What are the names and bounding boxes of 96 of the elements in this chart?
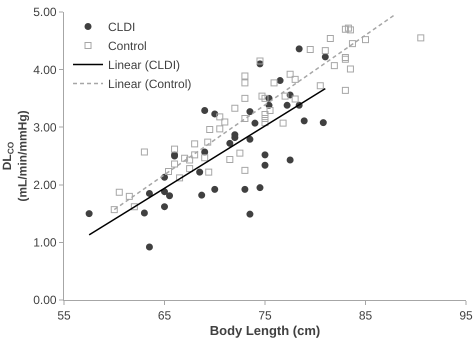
point (342, 56, 349, 63)
point (126, 192, 133, 200)
point (186, 156, 194, 164)
point (246, 108, 254, 116)
point (110, 206, 118, 214)
x-tick-label: 65 (158, 308, 172, 322)
point (236, 150, 244, 157)
legend-label: Linear (Control) (108, 77, 192, 92)
point (216, 125, 224, 132)
point (342, 86, 349, 94)
point (282, 92, 289, 100)
point (316, 82, 324, 90)
point (216, 113, 224, 120)
point (241, 186, 248, 193)
point (322, 47, 329, 54)
y-tick-label: 1.00 (33, 236, 57, 250)
point (266, 107, 274, 114)
y-tick-label: 3.00 (33, 120, 57, 134)
x-tick-label: 85 (358, 308, 372, 322)
y-tick-label: 2.00 (33, 178, 57, 192)
point (362, 36, 369, 44)
point (241, 166, 248, 174)
y-tick-label: 5.00 (33, 5, 57, 20)
point (205, 168, 212, 176)
point (231, 104, 238, 112)
point (186, 165, 194, 172)
point (292, 76, 299, 83)
legend-label: CLDI (108, 20, 136, 34)
point (256, 184, 264, 192)
point (140, 210, 148, 217)
y-tick-label: 0.00 (33, 293, 57, 308)
point (262, 94, 268, 102)
point (280, 120, 287, 127)
point (258, 92, 266, 100)
point (198, 192, 206, 199)
point (171, 146, 178, 153)
point (130, 203, 138, 210)
point (296, 45, 303, 52)
point (286, 70, 294, 78)
point (241, 115, 248, 122)
point (417, 34, 424, 42)
y-tick-label: 4.00 (33, 62, 57, 77)
point (251, 120, 258, 127)
point (344, 24, 352, 32)
x-tick-label: 95 (459, 308, 473, 322)
point (166, 192, 174, 200)
point (322, 53, 329, 60)
point (246, 210, 254, 218)
point (286, 156, 294, 164)
point (241, 79, 248, 86)
point (206, 126, 214, 133)
point (211, 186, 218, 193)
point (330, 62, 338, 70)
x-axis-title: Body Length (cm) (210, 323, 320, 338)
point (262, 162, 268, 169)
point (276, 77, 284, 84)
legend-label: Control (108, 39, 147, 54)
point (171, 160, 178, 168)
point (300, 117, 308, 124)
point (256, 57, 264, 64)
legend-label: Linear (CLDI) (108, 58, 180, 72)
point (346, 66, 354, 73)
point (326, 35, 334, 42)
point (191, 140, 198, 148)
point (201, 154, 208, 162)
point (226, 140, 234, 147)
point (196, 168, 204, 176)
point (241, 94, 248, 102)
point (116, 188, 123, 196)
point (161, 203, 168, 210)
point (246, 136, 254, 143)
point (270, 79, 278, 86)
point (140, 148, 148, 156)
point (204, 138, 212, 146)
point (146, 190, 153, 197)
point (146, 244, 153, 251)
point (342, 54, 349, 61)
point (320, 119, 327, 126)
point (191, 151, 198, 158)
point (226, 156, 234, 163)
point (306, 46, 314, 53)
point (221, 118, 228, 126)
point (262, 151, 268, 158)
point (284, 102, 291, 109)
point (165, 168, 172, 176)
point (176, 174, 184, 182)
point (86, 210, 93, 218)
point (181, 154, 188, 162)
point (292, 95, 299, 102)
point (346, 26, 354, 34)
point (201, 107, 208, 114)
x-tick-label: 55 (57, 308, 71, 322)
x-tick-label: 75 (258, 308, 272, 322)
point (241, 72, 248, 80)
point (348, 40, 356, 48)
point (342, 26, 349, 33)
